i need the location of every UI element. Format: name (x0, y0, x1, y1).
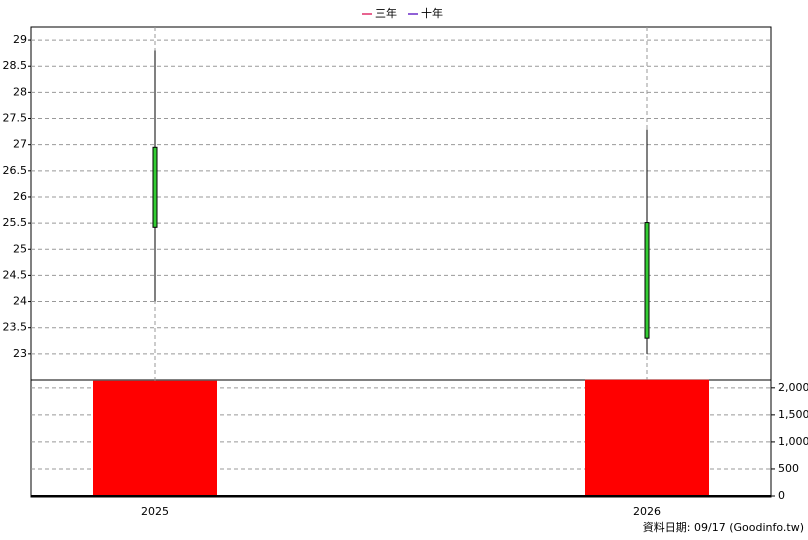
y-tick-label: 23 (13, 347, 27, 360)
y2-tick-label: 2,000 (778, 381, 808, 394)
y-tick-label: 27.5 (3, 112, 28, 125)
y-tick-label: 26 (13, 190, 27, 203)
y-tick-label: 29 (13, 33, 27, 46)
y2-tick-label: 500 (778, 462, 799, 475)
y-tick-label: 27 (13, 138, 27, 151)
y-tick-label: 28 (13, 85, 27, 98)
x-tick-label: 2025 (141, 505, 169, 518)
legend-label: 三年 (375, 6, 397, 20)
candle-body (644, 222, 650, 339)
source-note: 資料日期: 09/17 (Goodinfo.tw) (643, 520, 804, 534)
y-tick-label: 25 (13, 242, 27, 255)
candle-body (152, 146, 158, 228)
y2-tick-label: 0 (778, 489, 785, 502)
y-tick-label: 26.5 (3, 164, 28, 177)
y2-tick-label: 1,500 (778, 408, 808, 421)
y-tick-label: 24 (13, 295, 27, 308)
y-tick-label: 23.5 (3, 321, 28, 334)
y-tick-label: 28.5 (3, 59, 28, 72)
volume-bar (585, 379, 709, 496)
y-tick-label: 24.5 (3, 268, 28, 281)
y2-tick-label: 1,000 (778, 435, 808, 448)
y-tick-label: 25.5 (3, 216, 28, 229)
x-tick-label: 2026 (633, 505, 661, 518)
legend-label: 十年 (421, 6, 443, 20)
volume-bar (93, 380, 217, 496)
